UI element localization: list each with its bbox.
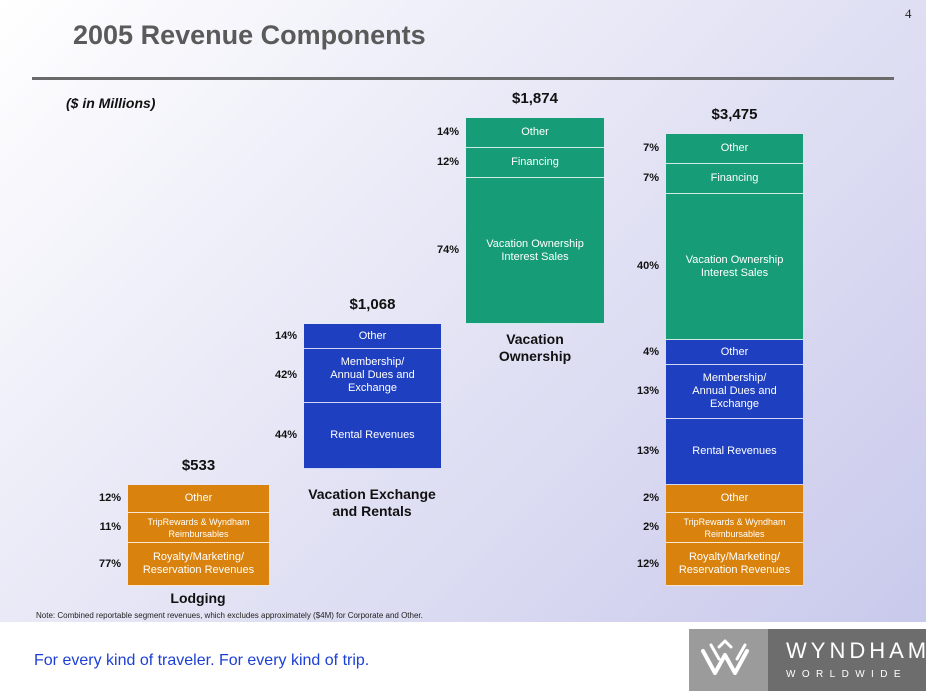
segment-percent: 42%	[274, 369, 297, 381]
segment-label: Vacation Ownership Interest Sales	[685, 253, 784, 279]
segment-label: TripRewards & Wyndham Reimbursables	[683, 516, 786, 539]
bar-segment: Other	[666, 485, 803, 513]
segment-label: Other	[720, 142, 749, 154]
bar-segment: Financing	[666, 164, 803, 194]
segment-percent: 77%	[98, 557, 121, 570]
segment-label: Other	[720, 492, 749, 504]
segment-percent: 12%	[98, 492, 121, 504]
bar-total: $1,068	[349, 296, 396, 313]
page-title: 2005 Revenue Components	[73, 20, 426, 50]
bar-total: $1,874	[512, 90, 558, 107]
footnote: Note: Combined reportable segment revenu…	[36, 611, 423, 620]
bar-segment: Financing	[466, 148, 604, 178]
segment-percent: 12%	[436, 156, 459, 168]
bar-segment: Membership/ Annual Dues and Exchange	[304, 349, 441, 403]
segment-percent: 7%	[643, 142, 659, 154]
bar-category-label: Vacation Exchange and Rentals	[308, 486, 436, 519]
bar-total: $3,475	[711, 106, 758, 123]
bar-total: $533	[181, 457, 216, 474]
segment-percent: 44%	[274, 429, 297, 441]
segment-label: Other	[184, 492, 213, 504]
bar-segment: Other	[666, 340, 803, 365]
segment-label: Royalty/Marketing/ Reservation Revenues	[678, 551, 791, 576]
brand-band	[768, 629, 926, 691]
bar-segment: Royalty/Marketing/ Reservation Revenues	[128, 543, 269, 586]
wyndham-w-logo-icon	[689, 629, 768, 691]
segment-percent: 4%	[643, 345, 659, 358]
segment-label: Royalty/Marketing/ Reservation Revenues	[142, 551, 255, 576]
bar-category-label: Lodging	[170, 590, 226, 606]
segment-label: Other	[358, 329, 387, 342]
bar-segment: Other	[666, 134, 803, 164]
segment-percent: 40%	[636, 260, 659, 272]
bar-segment: Vacation Ownership Interest Sales	[666, 194, 803, 340]
segment-label: Rental Revenues	[692, 445, 777, 457]
segment-label: Financing	[710, 172, 759, 184]
segment-percent: 14%	[436, 126, 459, 138]
units-note: ($ in Millions)	[66, 95, 156, 111]
segment-label: Other	[521, 126, 549, 138]
segment-percent: 14%	[274, 329, 297, 342]
segment-percent: 12%	[636, 557, 659, 570]
brand-subtitle: WORLDWIDE	[786, 669, 907, 680]
bar-segment: TripRewards & Wyndham Reimbursables	[128, 513, 269, 543]
bar-segment: Rental Revenues	[666, 419, 803, 485]
segment-label: Vacation Ownership Interest Sales	[486, 237, 584, 263]
segment-percent: 2%	[643, 492, 659, 504]
segment-label: Other	[720, 345, 749, 358]
bar-segment: Other	[128, 485, 269, 513]
bar-segment: TripRewards & Wyndham Reimbursables	[666, 513, 803, 543]
segment-percent: 2%	[643, 521, 659, 533]
bar-segment: Rental Revenues	[304, 403, 441, 469]
bar-segment: Other	[304, 324, 441, 349]
segment-percent: 13%	[636, 445, 659, 457]
brand-name: WYNDHAM	[786, 638, 926, 663]
segment-label: Financing	[511, 156, 559, 168]
segment-label: Membership/ Annual Dues and Exchange	[330, 356, 415, 394]
title-divider	[32, 77, 894, 80]
page-number: 4	[905, 6, 912, 21]
tagline: For every kind of traveler. For every ki…	[34, 652, 370, 669]
bar-category-label: Vacation Ownership	[498, 331, 572, 364]
segment-label: Membership/ Annual Dues and Exchange	[692, 372, 777, 410]
bar-segment: Other	[466, 118, 604, 148]
segment-percent: 13%	[636, 385, 659, 397]
bar-segment: Membership/ Annual Dues and Exchange	[666, 365, 803, 419]
segment-percent: 11%	[99, 521, 121, 533]
segment-percent: 74%	[436, 244, 459, 256]
bar-segment: Vacation Ownership Interest Sales	[466, 178, 604, 324]
segment-label: Rental Revenues	[330, 429, 415, 441]
segment-percent: 7%	[643, 172, 659, 184]
bar-segment: Royalty/Marketing/ Reservation Revenues	[666, 543, 803, 586]
segment-label: TripRewards & Wyndham Reimbursables	[147, 516, 250, 539]
